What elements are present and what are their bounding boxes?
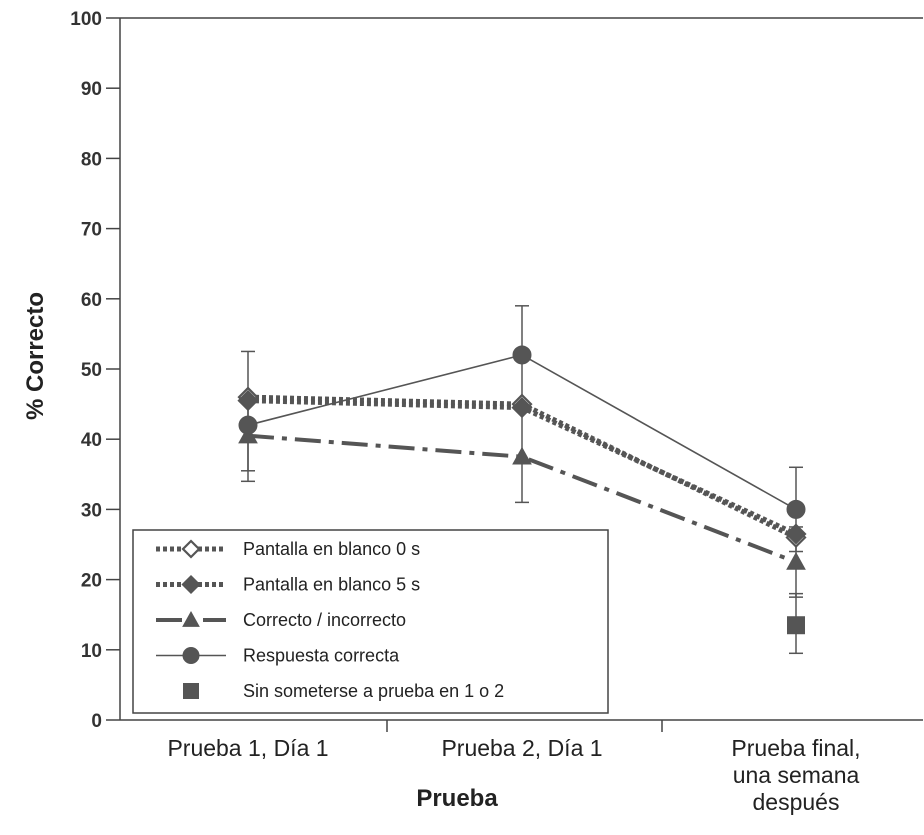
legend-label: Sin someterse a prueba en 1 o 2 — [243, 681, 504, 701]
diamond-open-marker — [181, 539, 201, 559]
x-axis-title: Prueba — [416, 785, 498, 812]
legend-label: Correcto / incorrecto — [243, 610, 406, 630]
y-tick-label: 60 — [81, 290, 102, 311]
y-tick-label: 50 — [81, 360, 102, 381]
x-tick-label: después — [753, 789, 840, 815]
triangle-marker — [238, 425, 258, 444]
legend-label: Pantalla en blanco 0 s — [243, 539, 420, 559]
series-markers — [237, 345, 807, 635]
x-tick-label: Prueba 2, Día 1 — [441, 735, 602, 761]
y-tick-label: 40 — [81, 430, 102, 451]
diamond-marker — [237, 390, 259, 412]
y-axis-title: % Correcto — [22, 292, 49, 420]
diamond-marker — [785, 523, 807, 545]
diamond-marker — [181, 574, 201, 595]
axes: 0 10 20 30 40 50 60 70 80 90 100 Prueba 1, Día 1 Pru… — [22, 9, 923, 815]
series-line — [247, 433, 797, 564]
circle-marker — [512, 345, 532, 365]
square-marker — [787, 616, 805, 635]
triangle-marker — [182, 610, 200, 627]
x-tick-label: Prueba 1, Día 1 — [167, 735, 328, 761]
y-tick-label: 100 — [70, 9, 102, 30]
y-tick-label: 10 — [81, 641, 102, 662]
diamond-marker — [511, 397, 533, 419]
circle-marker — [786, 499, 806, 519]
circle-marker — [182, 647, 200, 664]
legend: Pantalla en blanco 0 s Pantalla en blanco… — [132, 529, 609, 714]
triangle-marker — [786, 552, 806, 570]
y-tick-label: 90 — [81, 79, 102, 100]
x-tick-label: una semana — [733, 762, 860, 788]
square-marker — [183, 683, 199, 699]
legend-label: Respuesta correcta — [243, 646, 400, 666]
x-tick-label: Prueba final, — [731, 735, 860, 761]
triangle-marker — [512, 446, 532, 465]
legend-label: Pantalla en blanco 5 s — [243, 575, 420, 595]
y-tick-label: 20 — [81, 571, 102, 592]
y-tick-label: 70 — [81, 220, 102, 241]
y-tick-label: 80 — [81, 149, 102, 170]
circle-marker — [238, 415, 258, 435]
y-tick-label: 0 — [91, 711, 102, 732]
y-tick-label: 30 — [81, 500, 102, 521]
